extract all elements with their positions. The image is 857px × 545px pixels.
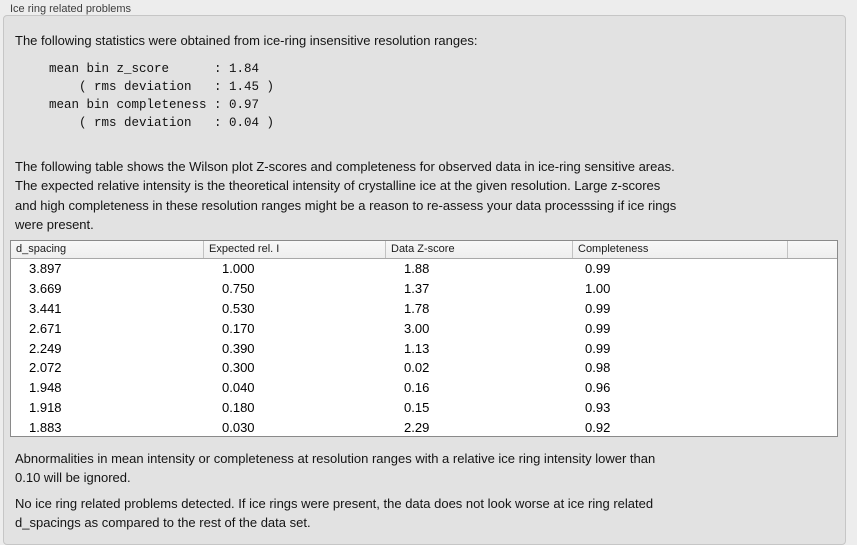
table-cell: 1.948 [29, 380, 62, 396]
table-cell: 0.390 [222, 340, 255, 356]
table-row[interactable]: 3.669 0.750 1.37 1.00 [11, 279, 837, 299]
table-cell: 0.16 [404, 380, 430, 396]
table-cell-empty [788, 299, 837, 319]
table-cell: 0.99 [585, 300, 611, 316]
table-cell: 2.29 [404, 420, 430, 436]
table-cell: 1.883 [29, 420, 62, 436]
table-cell: 0.530 [222, 300, 255, 316]
table-cell: 3.897 [29, 261, 62, 276]
table-cell-empty [788, 319, 837, 339]
table-cell: 0.15 [404, 400, 430, 416]
table-cell: 0.170 [222, 320, 255, 336]
table-cell: 1.918 [29, 400, 62, 416]
table-row[interactable]: 2.072 0.300 0.02 0.98 [11, 358, 837, 378]
table-cell: 0.98 [585, 360, 611, 376]
column-header-data-z-score[interactable]: Data Z-score [386, 241, 573, 258]
table-cell-empty [788, 259, 837, 279]
column-header-expected-rel-i[interactable]: Expected rel. I [204, 241, 386, 258]
table-cell: 3.441 [29, 300, 62, 316]
table-row[interactable]: 1.948 0.040 0.16 0.96 [11, 378, 837, 398]
table-cell: 0.99 [585, 340, 611, 356]
table-cell: 0.92 [585, 420, 611, 436]
table-cell: 2.671 [29, 320, 62, 336]
table-cell-empty [788, 418, 837, 438]
table-cell: 3.00 [404, 320, 430, 336]
table-cell: 0.030 [222, 420, 255, 436]
table-row[interactable]: 1.918 0.180 0.15 0.93 [11, 398, 837, 418]
table-cell-empty [788, 378, 837, 398]
table-cell: 1.00 [585, 280, 611, 296]
table-cell-empty [788, 339, 837, 359]
table-cell-empty [788, 358, 837, 378]
table-cell: 2.249 [29, 340, 62, 356]
table-cell: 0.96 [585, 380, 611, 396]
stats-block: mean bin z_score : 1.84 ( rms deviation … [49, 62, 275, 130]
table-cell: 0.180 [222, 400, 255, 416]
table-cell-empty [788, 279, 837, 299]
ice-ring-groupbox: The following statistics were obtained f… [3, 15, 846, 545]
table-cell: 1.13 [404, 340, 430, 356]
note-text: Abnormalities in mean intensity or compl… [15, 451, 656, 486]
table-cell: 3.669 [29, 280, 62, 296]
table-cell: 1.37 [404, 280, 430, 296]
table-row[interactable]: 3.897 1.000 1.88 0.99 [11, 259, 837, 279]
table-cell: 0.99 [585, 261, 611, 276]
table-row[interactable]: 2.249 0.390 1.13 0.99 [11, 339, 837, 359]
table-cell: 1.88 [404, 261, 430, 276]
table-cell: 0.99 [585, 320, 611, 336]
table-description: The following table shows the Wilson plo… [15, 159, 677, 232]
table-row[interactable]: 1.883 0.030 2.29 0.92 [11, 418, 837, 438]
table-row[interactable]: 2.671 0.170 3.00 0.99 [11, 319, 837, 339]
table-body: 3.897 1.000 1.88 0.99 3.669 0.750 1.37 1.00 3.44… [11, 259, 837, 438]
table-row[interactable]: 3.441 0.530 1.78 0.99 [11, 299, 837, 319]
column-header-d-spacing[interactable]: d_spacing [11, 241, 204, 258]
table-header-row: d_spacing Expected rel. I Data Z-score Comp… [11, 241, 837, 259]
table-cell: 0.02 [404, 360, 430, 376]
panel-title: Ice ring related problems [10, 3, 132, 15]
table-cell-empty [788, 398, 837, 418]
table-cell: 0.300 [222, 360, 255, 376]
table-cell: 2.072 [29, 360, 62, 376]
intro-text: The following statistics were obtained f… [15, 33, 478, 48]
table-cell: 1.000 [222, 261, 255, 276]
table-cell: 0.93 [585, 400, 611, 416]
table-cell: 0.750 [222, 280, 255, 296]
column-header-completeness[interactable]: Completeness [573, 241, 788, 258]
conclusion-text: No ice ring related problems detected. I… [15, 496, 654, 531]
column-header-empty[interactable] [788, 241, 837, 258]
table-cell: 1.78 [404, 300, 430, 316]
table-cell: 0.040 [222, 380, 255, 396]
ice-ring-table: d_spacing Expected rel. I Data Z-score Comp… [10, 240, 838, 437]
